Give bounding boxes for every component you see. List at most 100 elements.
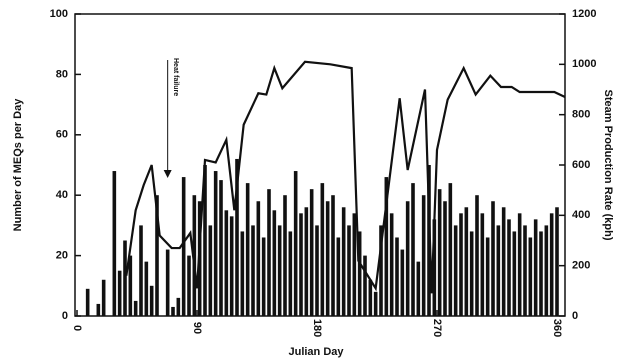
x-tick-label: 90 (191, 322, 203, 334)
bar (512, 231, 517, 316)
bar (416, 261, 421, 316)
bar (240, 231, 245, 316)
x-tick-label: 180 (311, 319, 323, 337)
steam-line (125, 60, 566, 294)
bar (491, 201, 495, 316)
bar (229, 216, 234, 316)
bar (133, 300, 138, 316)
bar (411, 183, 415, 316)
bar (347, 225, 351, 316)
bar (533, 219, 538, 316)
y2-tick-label: 400 (572, 209, 590, 221)
bar (464, 207, 469, 316)
bar (544, 225, 549, 316)
bar (187, 255, 191, 316)
bar (325, 201, 330, 316)
bar (496, 225, 501, 316)
bar (341, 207, 346, 316)
x-tick-label: 270 (431, 319, 443, 337)
bar (261, 237, 266, 316)
bar (315, 225, 319, 316)
bar (288, 231, 293, 316)
bar (283, 195, 287, 316)
bar (128, 255, 133, 316)
bar (528, 237, 533, 316)
bar (432, 219, 437, 316)
bar (299, 213, 303, 316)
y-tick-label: 0 (62, 310, 68, 322)
bar (395, 237, 399, 316)
bar (181, 177, 186, 316)
x-tick-label: 360 (551, 319, 563, 337)
bar (272, 210, 277, 316)
bar (144, 261, 149, 316)
bar (469, 231, 474, 316)
y-axis-label: Number of MEQs per Day (12, 98, 24, 232)
bar (213, 171, 218, 316)
bar (384, 177, 389, 316)
y2-tick-label: 0 (572, 310, 578, 322)
bar (480, 213, 485, 316)
bar (309, 189, 314, 316)
bar (443, 201, 447, 316)
bar (139, 225, 143, 316)
bar (101, 279, 106, 316)
bar (176, 297, 181, 316)
bar (379, 225, 383, 316)
bar (352, 213, 357, 316)
y2-tick-label: 600 (572, 159, 590, 171)
bar (507, 219, 511, 316)
bar (459, 213, 463, 316)
y2-tick-label: 1000 (572, 58, 596, 70)
bar (389, 213, 394, 316)
y-tick-label: 100 (50, 8, 68, 20)
bar (405, 201, 410, 316)
bar (192, 195, 197, 316)
y-tick-label: 60 (56, 129, 68, 141)
x-axis-label: Julian Day (288, 346, 344, 358)
bar (549, 213, 554, 316)
y2-axis-label: Steam Production Rate (kph) (602, 90, 614, 241)
bar (485, 237, 490, 316)
bar (85, 288, 90, 316)
bar (555, 207, 559, 316)
bar (251, 225, 255, 316)
bar (96, 303, 101, 316)
bar (208, 225, 213, 316)
bar (523, 225, 527, 316)
annotation: Heat failure (172, 58, 179, 96)
bar (331, 195, 335, 316)
bar (123, 240, 127, 316)
bar (336, 237, 341, 316)
bar (320, 183, 325, 316)
y-tick-label: 40 (56, 189, 68, 201)
bar (357, 231, 362, 316)
bar (475, 195, 479, 316)
bar (224, 210, 229, 316)
bar (437, 189, 442, 316)
bar (421, 195, 426, 316)
bar (165, 249, 170, 316)
y-tick-label: 20 (56, 250, 68, 262)
annotation-arrowhead (163, 170, 172, 178)
bar (368, 279, 373, 316)
bar (517, 213, 522, 316)
bar (539, 231, 543, 316)
y-tick-label: 80 (56, 68, 68, 80)
bar (219, 180, 223, 316)
bar (203, 165, 207, 316)
bar (400, 249, 405, 316)
bar (277, 225, 282, 316)
bar (117, 270, 122, 316)
bar (155, 195, 159, 316)
bar (245, 183, 250, 316)
y2-tick-label: 200 (572, 260, 590, 272)
bar (293, 171, 298, 316)
bar (112, 171, 117, 316)
bar (235, 158, 239, 316)
bar (363, 255, 367, 316)
y2-tick-label: 1200 (572, 8, 596, 20)
bar (373, 291, 378, 316)
bar (171, 306, 175, 316)
